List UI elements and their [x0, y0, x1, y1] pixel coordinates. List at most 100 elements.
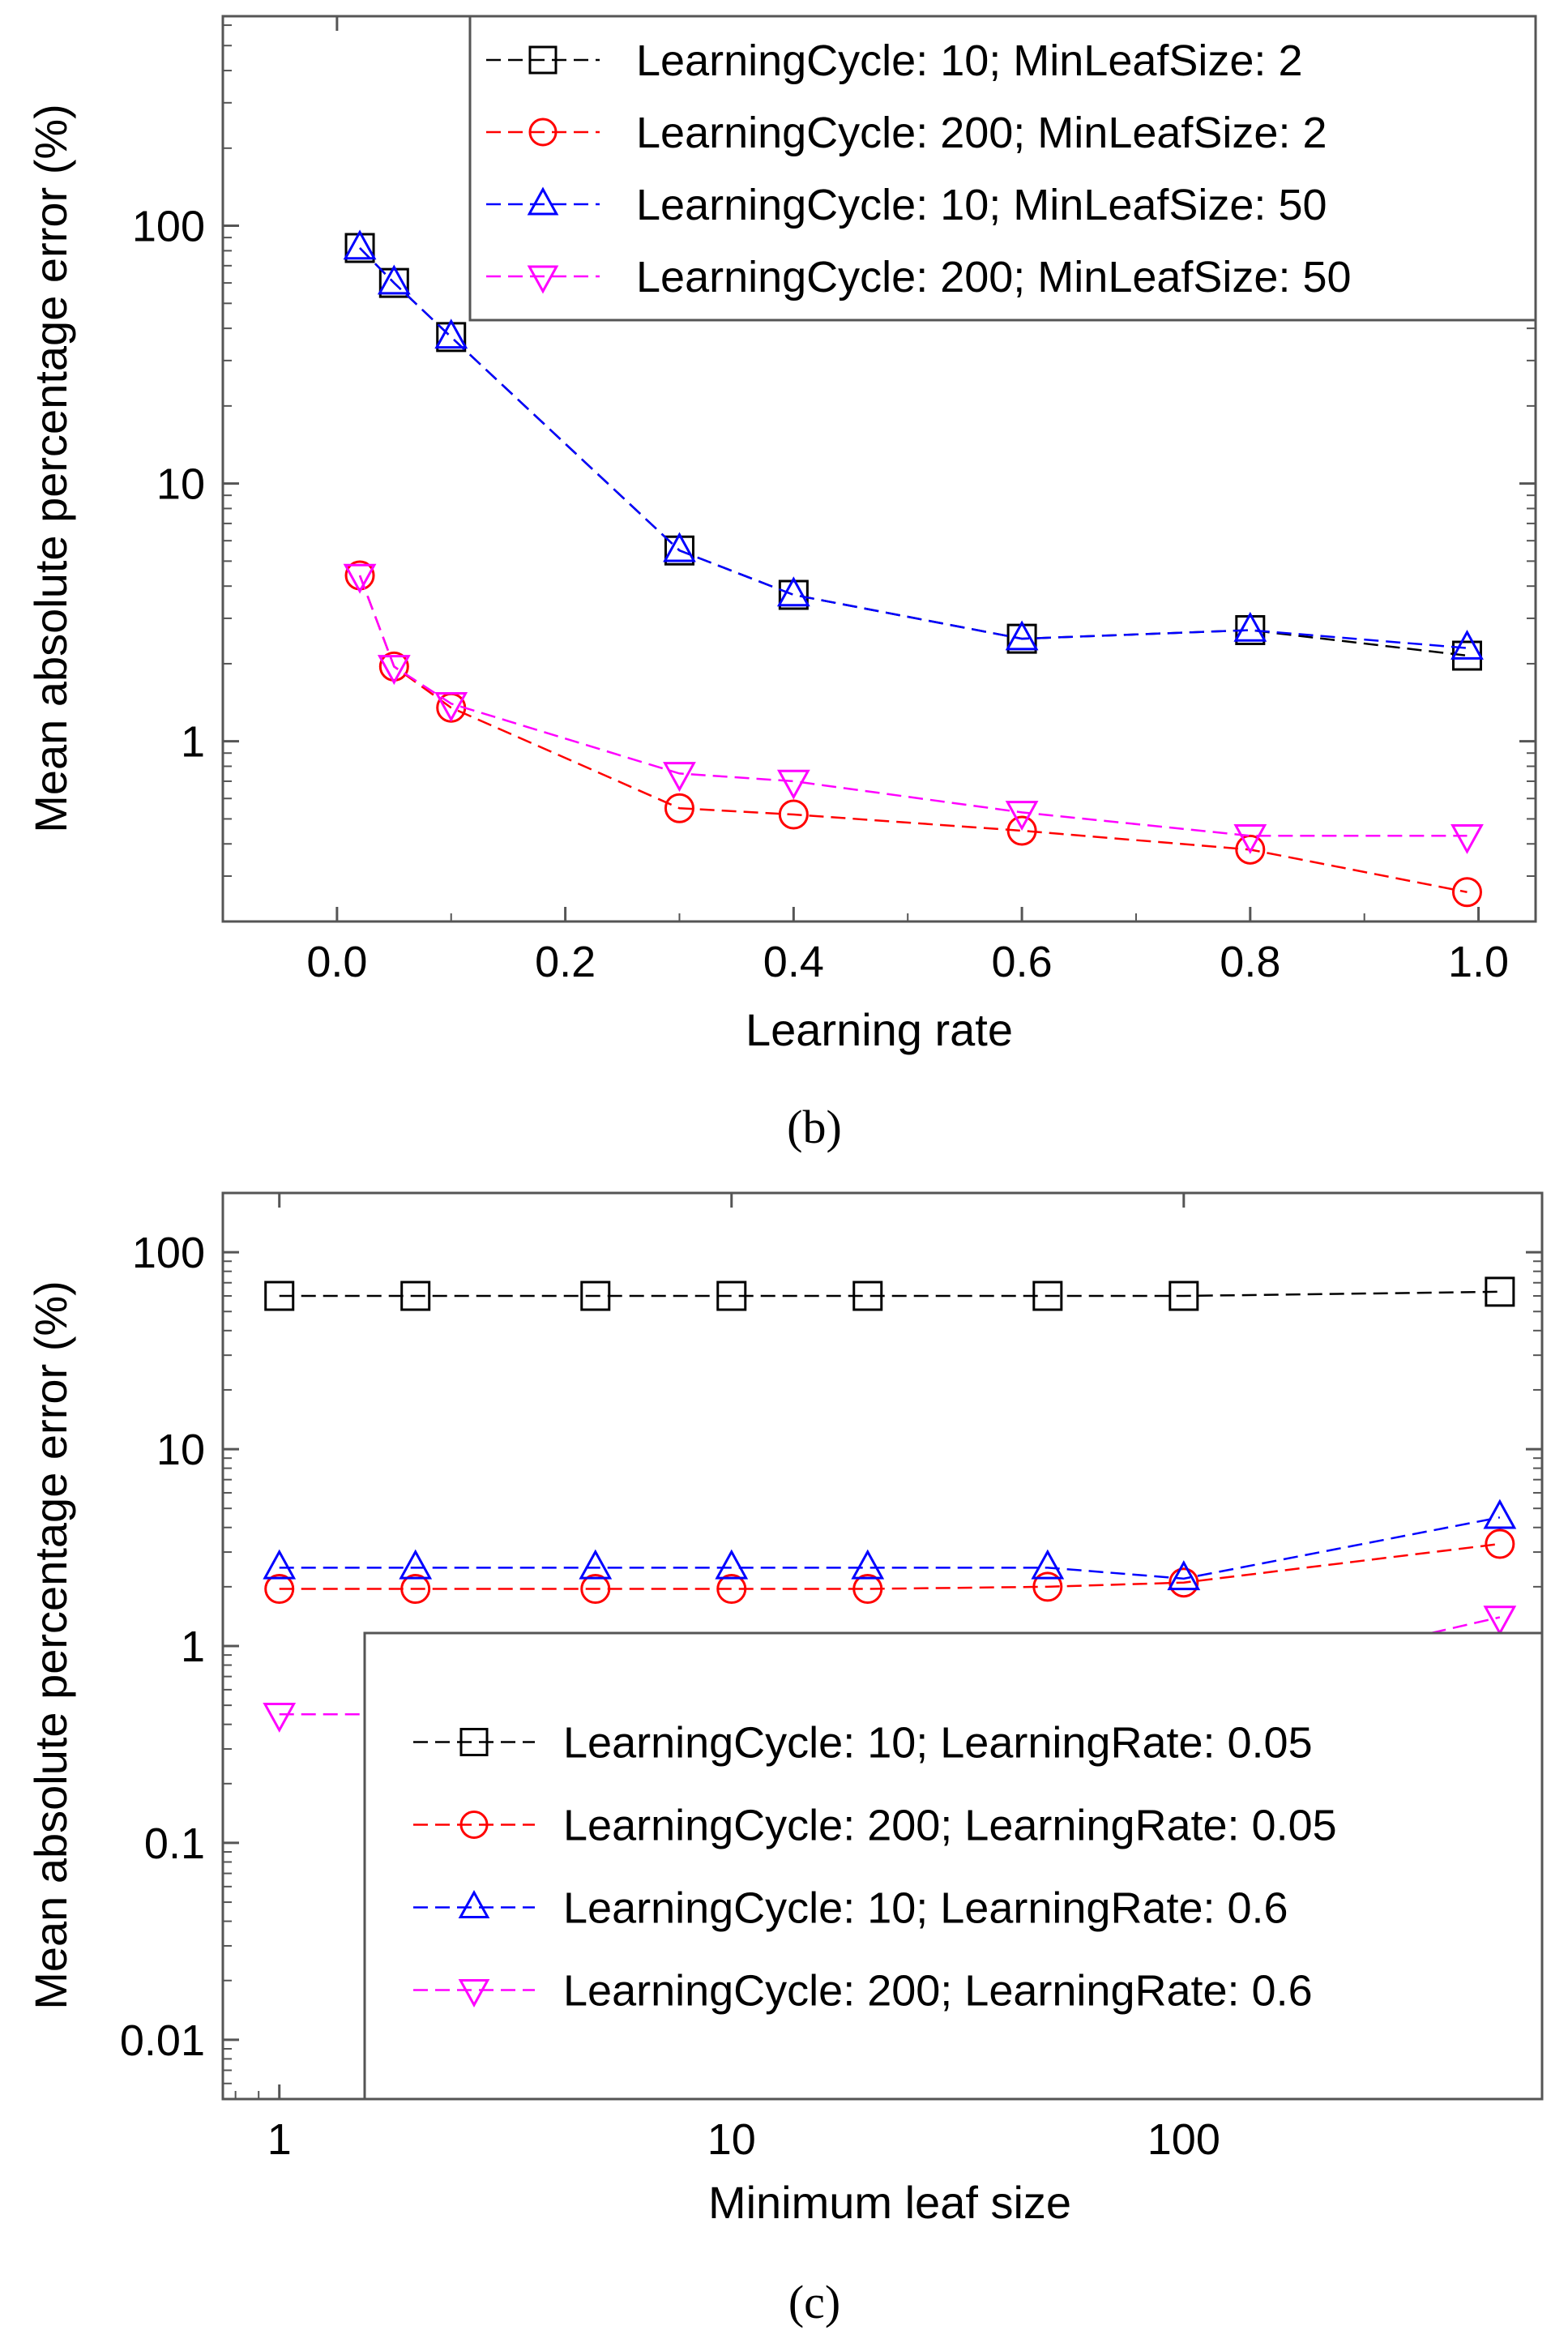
data-point [1483, 1605, 1517, 1636]
panel-caption: (c) [788, 2276, 840, 2328]
legend-box [468, 15, 1537, 322]
x-tick-label: 1.0 [1448, 938, 1509, 986]
x-tick-label: 0.2 [535, 938, 596, 986]
data-point [400, 1281, 431, 1311]
data-point [1005, 620, 1039, 651]
y-tick-label: 0.1 [144, 1819, 205, 1868]
data-point [1451, 877, 1482, 908]
y-tick-label: 100 [132, 1229, 205, 1277]
data-point [1235, 614, 1266, 645]
data-point [664, 535, 694, 566]
y-tick-label: 1 [181, 718, 205, 767]
data-point [434, 691, 468, 722]
legend-marker [459, 1811, 489, 1839]
data-point [263, 1703, 297, 1733]
legend-entry: LearningCycle: 10; MinLeafSize: 2 [636, 36, 1302, 85]
data-point [1032, 1571, 1063, 1602]
legend-marker [528, 45, 558, 75]
y-tick-label: 1 [181, 1623, 205, 1671]
data-point [776, 576, 810, 607]
data-point [1233, 824, 1267, 854]
chart-panel-b: 0.0 0.2 0.4 0.6 0.8 1.0 1 10 100 LearningCycle: … [25, 15, 1537, 1153]
data-point [1006, 815, 1037, 846]
x-tick-label: 0.0 [306, 938, 367, 986]
data-point [1485, 1276, 1515, 1307]
data-point [264, 1281, 295, 1311]
legend-marker [458, 1979, 490, 2008]
y-tick-label: 10 [156, 1426, 205, 1474]
data-point [1451, 640, 1482, 671]
x-tick-label: 0.4 [763, 938, 824, 986]
data-point [377, 264, 411, 295]
data-point [716, 1281, 747, 1311]
data-point [579, 1549, 613, 1580]
series-line [279, 1516, 1501, 1580]
chart-panel-c: 1 10 100 0.01 0.1 1 10 100 LearningCycle: 10; L… [25, 1191, 1544, 2328]
data-point [263, 1549, 297, 1580]
legend-entry: LearningCycle: 10; LearningRate: 0.6 [563, 1884, 1288, 1933]
legend-marker [527, 265, 559, 294]
data-point [1169, 1567, 1199, 1598]
data-point [1005, 801, 1039, 832]
data-point [1167, 1560, 1201, 1591]
legend-marker [528, 118, 558, 147]
legend-entry: LearningCycle: 10; LearningRate: 0.05 [563, 1719, 1313, 1768]
data-point [664, 793, 694, 823]
data-point [1031, 1549, 1065, 1580]
data-point [344, 233, 375, 263]
y-axis-label: Mean absolute percentage error (%) [25, 1281, 76, 2010]
data-point [851, 1549, 885, 1580]
panel-caption: (b) [787, 1101, 842, 1153]
y-axis-label: Mean absolute percentage error (%) [25, 104, 76, 833]
data-point [434, 319, 468, 349]
legend-entry: LearningCycle: 200; LearningRate: 0.6 [563, 1967, 1313, 2016]
data-point [1032, 1281, 1063, 1311]
data-point [1451, 824, 1484, 854]
data-point [399, 1549, 433, 1580]
series-line [359, 247, 1468, 649]
legend-entry: LearningCycle: 200; LearningRate: 0.05 [563, 1802, 1337, 1850]
x-tick-label: 10 [707, 2115, 756, 2164]
series-3 [263, 1499, 1517, 1591]
data-point [400, 1574, 431, 1605]
data-point [580, 1574, 611, 1605]
y-tick-label: 0.01 [120, 2016, 205, 2065]
legend: LearningCycle: 10; MinLeafSize: 2 Learnin… [468, 15, 1537, 322]
legend: LearningCycle: 10; LearningRate: 0.05 Lea… [363, 1631, 1544, 2101]
data-point [778, 799, 809, 830]
series-line [279, 1542, 1501, 1590]
series-4 [343, 563, 1484, 854]
series-line [358, 575, 1468, 893]
legend-entry: LearningCycle: 10; MinLeafSize: 50 [636, 181, 1327, 229]
y-tick-label: 100 [132, 203, 205, 251]
data-point [715, 1549, 749, 1580]
data-point [1483, 1499, 1517, 1529]
data-point [343, 563, 377, 594]
series-3 [343, 229, 1484, 660]
data-point [264, 1574, 295, 1605]
legend-marker [459, 1728, 489, 1756]
legend-marker [458, 1889, 490, 1918]
data-point [1233, 611, 1267, 642]
data-point [663, 532, 696, 562]
data-point [436, 322, 467, 353]
series-line [279, 1290, 1500, 1298]
legend-entry: LearningCycle: 200; MinLeafSize: 2 [636, 109, 1327, 157]
x-tick-label: 100 [1147, 2115, 1220, 2164]
x-axis-label: Minimum leaf size [708, 2177, 1071, 2228]
x-tick-label: 0.8 [1220, 938, 1280, 986]
series-2 [264, 1529, 1515, 1605]
x-tick-label: 1 [267, 2115, 292, 2164]
data-point [1169, 1281, 1199, 1311]
data-point [852, 1281, 883, 1311]
data-point [1006, 623, 1037, 654]
legend-marker [527, 186, 559, 216]
data-point [1451, 629, 1484, 660]
legend-box [363, 1631, 1544, 2101]
x-tick-label: 0.6 [992, 938, 1053, 986]
data-point [343, 229, 377, 260]
series-2 [344, 560, 1482, 908]
legend-entry: LearningCycle: 200; MinLeafSize: 50 [636, 253, 1352, 301]
data-point [663, 762, 696, 793]
data-point [377, 655, 411, 686]
